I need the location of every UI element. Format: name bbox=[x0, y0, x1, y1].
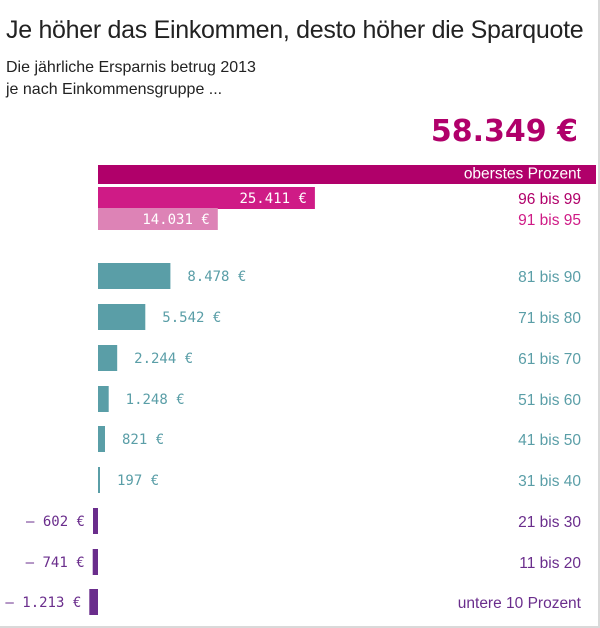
subtitle-line-2: je nach Einkommensgruppe ... bbox=[6, 81, 223, 98]
bar-5 bbox=[98, 304, 146, 330]
bar-11 bbox=[92, 549, 98, 575]
category-label-5: 71 bis 80 bbox=[518, 310, 581, 327]
category-label-3: 91 bis 95 bbox=[518, 212, 581, 229]
value-label-5: 5.542 € bbox=[162, 310, 221, 326]
category-label-8: 41 bis 50 bbox=[518, 432, 581, 449]
bar-10 bbox=[93, 508, 98, 534]
value-label-6: 2.244 € bbox=[134, 351, 193, 367]
value-label-9: 197 € bbox=[117, 473, 159, 489]
bar-6 bbox=[98, 345, 118, 371]
bar-7 bbox=[98, 386, 109, 412]
category-label-1: oberstes Prozent bbox=[464, 166, 582, 183]
value-label-4: 8.478 € bbox=[187, 269, 246, 285]
category-label-4: 81 bis 90 bbox=[518, 269, 581, 286]
category-label-9: 31 bis 40 bbox=[518, 473, 581, 490]
value-label-12: – 1.213 € bbox=[5, 595, 81, 611]
bar-9 bbox=[98, 467, 100, 493]
category-label-12: untere 10 Prozent bbox=[458, 595, 582, 612]
chart-title: Je höher das Einkommen, desto höher die … bbox=[6, 16, 584, 44]
category-label-10: 21 bis 30 bbox=[518, 514, 581, 531]
bar-12 bbox=[89, 589, 98, 615]
subtitle-line-1: Die jährliche Ersparnis betrug 2013 bbox=[6, 59, 256, 76]
category-label-11: 11 bis 20 bbox=[519, 555, 581, 572]
bar-3 bbox=[98, 208, 218, 230]
value-label-11: – 741 € bbox=[26, 555, 85, 571]
bar-1 bbox=[98, 165, 596, 184]
value-label-1: 58.349 € bbox=[431, 114, 578, 149]
category-label-2: 96 bis 99 bbox=[518, 191, 581, 208]
bar-4 bbox=[98, 263, 171, 289]
category-label-6: 61 bis 70 bbox=[518, 351, 581, 368]
value-label-3: 14.031 € bbox=[142, 212, 209, 228]
chart-subtitle: Die jährliche Ersparnis betrug 2013 je n… bbox=[6, 57, 306, 101]
bar-8 bbox=[98, 426, 105, 452]
value-label-7: 1.248 € bbox=[126, 392, 185, 408]
bar-2 bbox=[98, 187, 315, 209]
value-label-8: 821 € bbox=[122, 432, 164, 448]
value-label-10: – 602 € bbox=[26, 514, 85, 530]
category-label-7: 51 bis 60 bbox=[518, 392, 581, 409]
value-label-2: 25.411 € bbox=[239, 191, 306, 207]
